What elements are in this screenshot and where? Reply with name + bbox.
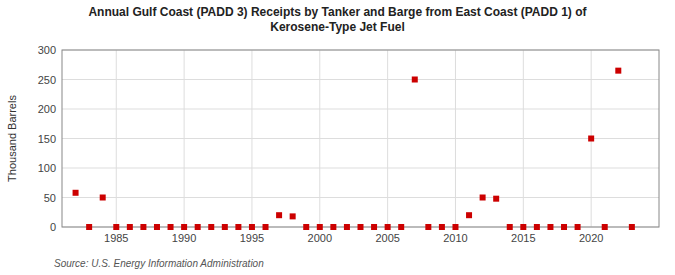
point bbox=[412, 77, 418, 83]
point bbox=[507, 224, 513, 230]
point bbox=[222, 224, 228, 230]
point bbox=[235, 224, 241, 230]
point bbox=[154, 224, 160, 230]
point bbox=[534, 224, 540, 230]
point bbox=[602, 224, 608, 230]
point bbox=[276, 212, 282, 218]
point bbox=[615, 68, 621, 74]
point bbox=[127, 224, 133, 230]
point bbox=[439, 224, 445, 230]
y-tick-label: 50 bbox=[44, 192, 56, 204]
point bbox=[575, 224, 581, 230]
point bbox=[195, 224, 201, 230]
y-tick-label: 200 bbox=[38, 103, 56, 115]
point bbox=[466, 212, 472, 218]
y-axis-label: Thousand Barrels bbox=[6, 95, 18, 182]
point bbox=[493, 196, 499, 202]
chart: Annual Gulf Coast (PADD 3) Receipts by T… bbox=[0, 0, 675, 275]
title: Annual Gulf Coast (PADD 3) Receipts by T… bbox=[88, 5, 587, 34]
point bbox=[547, 224, 553, 230]
point bbox=[358, 224, 364, 230]
point bbox=[588, 136, 594, 142]
grid-line bbox=[319, 50, 320, 227]
point bbox=[86, 224, 92, 230]
grid-line bbox=[62, 79, 659, 80]
x-tick-label: 2020 bbox=[579, 232, 603, 244]
point bbox=[100, 195, 106, 201]
grid-line bbox=[62, 197, 659, 198]
point bbox=[317, 224, 323, 230]
y-tick-label: 0 bbox=[50, 221, 56, 233]
grid-line bbox=[387, 50, 388, 227]
grid-line bbox=[251, 50, 252, 227]
grid-line bbox=[62, 168, 659, 169]
x-tick-label: 2005 bbox=[375, 232, 399, 244]
grid-line bbox=[184, 50, 185, 227]
points bbox=[73, 68, 635, 230]
point bbox=[480, 195, 486, 201]
point bbox=[73, 190, 79, 196]
point bbox=[249, 224, 255, 230]
point bbox=[561, 224, 567, 230]
grid-line bbox=[62, 138, 659, 139]
y-tick-label: 100 bbox=[38, 162, 56, 174]
x-tick-label: 1995 bbox=[240, 232, 264, 244]
grid-line bbox=[116, 50, 117, 227]
y-tick-label: 300 bbox=[38, 44, 56, 56]
point bbox=[371, 224, 377, 230]
point bbox=[398, 224, 404, 230]
point bbox=[344, 224, 350, 230]
x-tick-label: 2015 bbox=[511, 232, 535, 244]
x-tick-label: 2000 bbox=[308, 232, 332, 244]
point bbox=[181, 224, 187, 230]
y-tick-label: 250 bbox=[38, 74, 56, 86]
point bbox=[290, 213, 296, 219]
source-note: Source: U.S. Energy Information Administ… bbox=[54, 258, 264, 269]
point bbox=[303, 224, 309, 230]
x-tick-label: 2010 bbox=[443, 232, 467, 244]
point bbox=[208, 224, 214, 230]
point bbox=[140, 224, 146, 230]
grid-line bbox=[62, 109, 659, 110]
y-tick-label: 150 bbox=[38, 133, 56, 145]
point bbox=[425, 224, 431, 230]
x-tick-label: 1985 bbox=[104, 232, 128, 244]
grid-line bbox=[523, 50, 524, 227]
point bbox=[113, 224, 119, 230]
grid bbox=[62, 50, 659, 227]
point bbox=[452, 224, 458, 230]
point bbox=[385, 224, 391, 230]
grid-line bbox=[455, 50, 456, 227]
point bbox=[629, 224, 635, 230]
point bbox=[263, 224, 269, 230]
x-tick-label: 1990 bbox=[172, 232, 196, 244]
plot-frame bbox=[62, 50, 659, 227]
point bbox=[330, 224, 336, 230]
point bbox=[520, 224, 526, 230]
axes: 0 50 100 150 200 250 300 1985 1990 1995 2000 2005 20… bbox=[38, 44, 604, 244]
point bbox=[168, 224, 174, 230]
